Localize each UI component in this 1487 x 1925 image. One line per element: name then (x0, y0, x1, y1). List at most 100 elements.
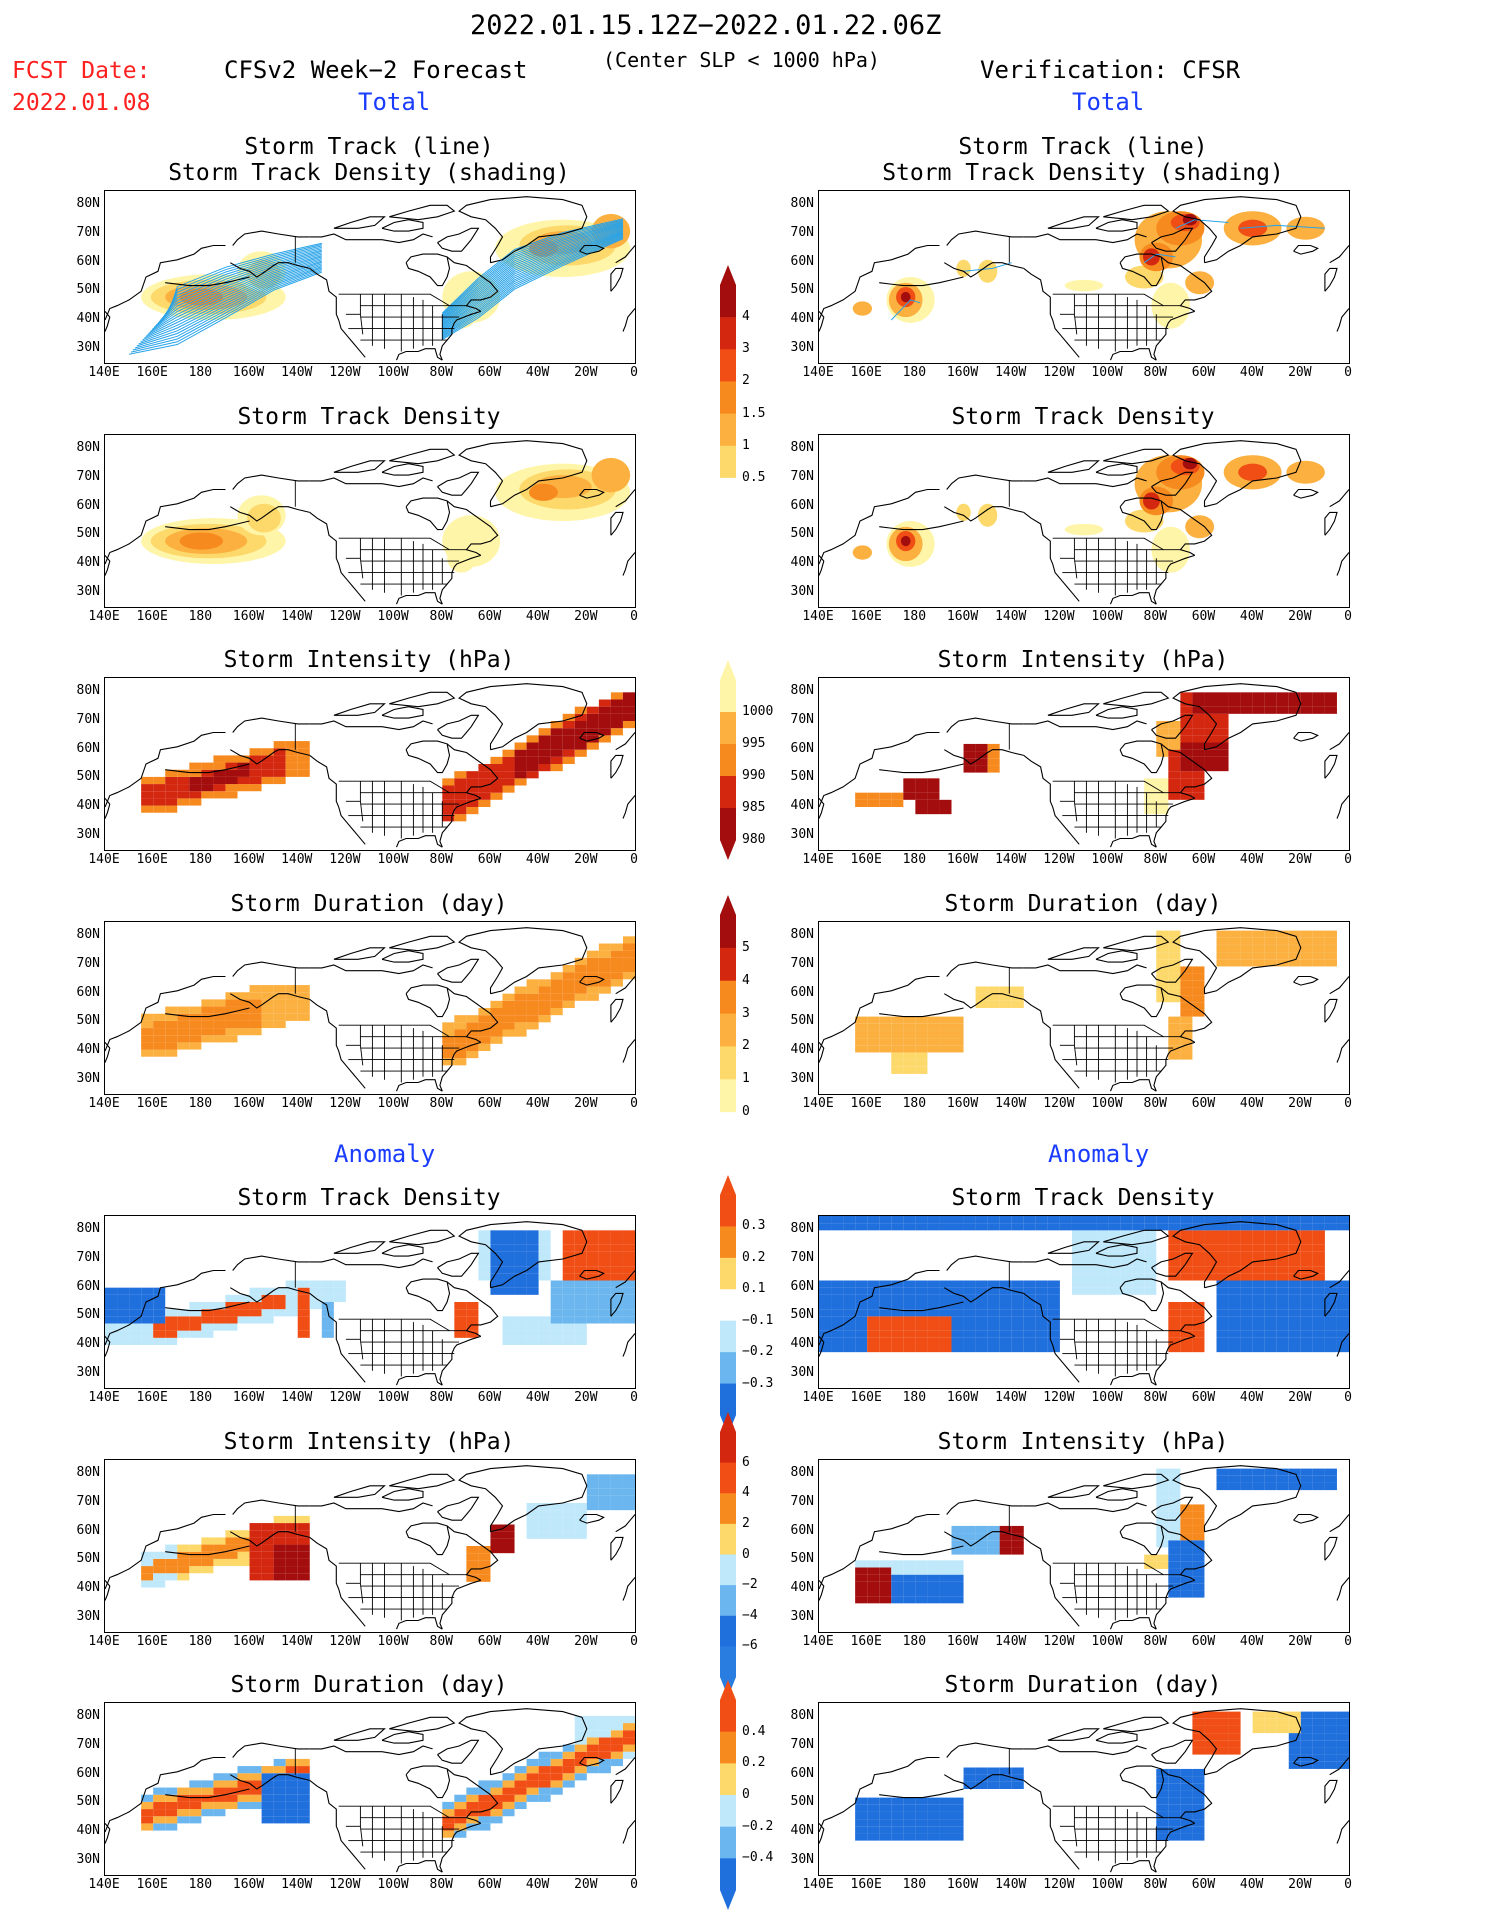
total-duration-colorbar-label: 1 (742, 1071, 750, 1087)
lon-tick-label: 160W (232, 1390, 265, 1405)
lat-tick-label: 70N (790, 1250, 814, 1265)
forecast-track-title-1: Storm Track (line) (244, 134, 494, 160)
anom-density-colorbar-label: 0.1 (742, 1281, 766, 1297)
anom-duration-colorbar-label: −0.2 (742, 1818, 774, 1834)
lat-tick-label: 70N (790, 1494, 814, 1509)
anom-intensity-colorbar-label: −2 (742, 1577, 758, 1593)
lon-tick-label: 160W (232, 1096, 265, 1111)
lon-tick-label: 120W (329, 1634, 361, 1649)
total-density-colorbar (720, 265, 736, 530)
lon-tick-label: 100W (1091, 1877, 1123, 1892)
verification-duration-map (818, 921, 1350, 1095)
lon-tick-label: 80W (1143, 1877, 1167, 1892)
lon-tick-label: 40W (525, 1634, 550, 1649)
lat-tick-label: 40N (790, 798, 814, 813)
lon-tick-label: 20W (1288, 609, 1312, 624)
lat-tick-label: 40N (790, 311, 814, 326)
lon-tick-label: 140W (281, 1390, 313, 1405)
lon-tick-label: 0 (1344, 852, 1352, 867)
total-duration-colorbar-label: 4 (742, 972, 750, 988)
lat-tick-label: 40N (790, 1580, 814, 1595)
lat-tick-label: 70N (76, 956, 100, 971)
lon-tick-label: 60W (1191, 852, 1216, 867)
lon-tick-label: 20W (574, 1096, 598, 1111)
lat-tick-label: 50N (790, 526, 814, 542)
lon-tick-label: 20W (574, 1634, 598, 1649)
lon-tick-label: 40W (525, 1390, 550, 1405)
lat-tick-label: 60N (76, 1765, 100, 1781)
lat-tick-label: 80N (790, 1465, 814, 1481)
lon-tick-label: 160W (232, 1877, 265, 1892)
fcst-date-label: FCST Date: (12, 58, 151, 84)
lon-tick-label: 40W (1239, 1096, 1264, 1111)
lat-tick-label: 40N (790, 555, 814, 570)
total-density-colorbar-label: 1.5 (742, 405, 766, 421)
lon-tick-label: 80W (429, 852, 453, 867)
lon-tick-label: 80W (429, 1877, 453, 1892)
lat-tick-label: 70N (76, 712, 100, 727)
lon-tick-label: 0 (630, 365, 638, 380)
verification-intensity-title: Storm Intensity (hPa) (937, 647, 1229, 673)
lon-tick-label: 60W (477, 365, 502, 380)
lon-tick-label: 180 (188, 852, 213, 867)
lon-tick-label: 0 (630, 609, 638, 624)
forecast-anom-density-map (104, 1215, 636, 1389)
lon-tick-label: 160E (136, 1390, 168, 1405)
lat-tick-label: 30N (790, 583, 814, 599)
lon-tick-label: 20W (1288, 852, 1312, 867)
lon-tick-label: 160E (136, 1634, 168, 1649)
lon-tick-label: 140E (802, 365, 834, 380)
fcst-date-value: 2022.01.08 (12, 90, 151, 116)
anom-duration-colorbar-label: 0.2 (742, 1755, 766, 1771)
lon-tick-label: 60W (477, 1096, 502, 1111)
lon-tick-label: 20W (574, 1390, 598, 1405)
lon-tick-label: 160E (850, 1096, 882, 1111)
lon-tick-label: 180 (902, 852, 927, 867)
anom-intensity-colorbar-label: 4 (742, 1485, 750, 1501)
lat-tick-label: 70N (790, 225, 814, 240)
lon-tick-label: 100W (377, 365, 409, 380)
lon-tick-label: 160E (136, 1877, 168, 1892)
lon-tick-label: 160W (946, 1390, 979, 1405)
lat-tick-label: 30N (76, 583, 100, 599)
lon-tick-label: 160E (850, 1877, 882, 1892)
lon-tick-label: 80W (429, 609, 453, 624)
lon-tick-label: 140E (88, 365, 120, 380)
lon-tick-label: 120W (329, 1877, 361, 1892)
lat-tick-label: 50N (76, 282, 100, 298)
lat-tick-label: 50N (76, 769, 100, 785)
lon-tick-label: 160E (850, 609, 882, 624)
lon-tick-label: 140W (281, 609, 313, 624)
left-column-title: CFSv2 Week−2 Forecast (224, 56, 528, 84)
lon-tick-label: 40W (525, 1877, 550, 1892)
lon-tick-label: 160W (232, 1634, 265, 1649)
lat-tick-label: 80N (76, 1465, 100, 1481)
lat-tick-label: 40N (76, 1336, 100, 1351)
lat-tick-label: 40N (790, 1042, 814, 1057)
lon-tick-label: 160W (946, 852, 979, 867)
total-duration-colorbar (720, 895, 736, 1165)
verification-density-map (818, 434, 1350, 608)
lat-tick-label: 60N (790, 1522, 814, 1538)
lat-tick-label: 80N (790, 440, 814, 456)
lon-tick-label: 0 (1344, 1390, 1352, 1405)
lon-tick-label: 60W (1191, 1877, 1216, 1892)
lon-tick-label: 20W (574, 1877, 598, 1892)
left-total-label: Total (358, 88, 431, 116)
forecast-anom-intensity-title: Storm Intensity (hPa) (223, 1429, 515, 1455)
verification-density-title: Storm Track Density (951, 404, 1215, 430)
lat-tick-label: 70N (790, 1737, 814, 1752)
right-anomaly-label: Anomaly (1048, 1140, 1150, 1168)
lon-tick-label: 140E (802, 852, 834, 867)
lon-tick-label: 60W (1191, 1096, 1216, 1111)
lat-tick-label: 40N (790, 1336, 814, 1351)
forecast-track-map (104, 190, 636, 364)
lon-tick-label: 0 (630, 1634, 638, 1649)
lon-tick-label: 100W (377, 1877, 409, 1892)
lat-tick-label: 50N (76, 526, 100, 542)
lon-tick-label: 0 (630, 852, 638, 867)
lon-tick-label: 40W (525, 365, 550, 380)
forecast-density-map (104, 434, 636, 608)
lon-tick-label: 180 (902, 1877, 927, 1892)
lon-tick-label: 160E (850, 1634, 882, 1649)
